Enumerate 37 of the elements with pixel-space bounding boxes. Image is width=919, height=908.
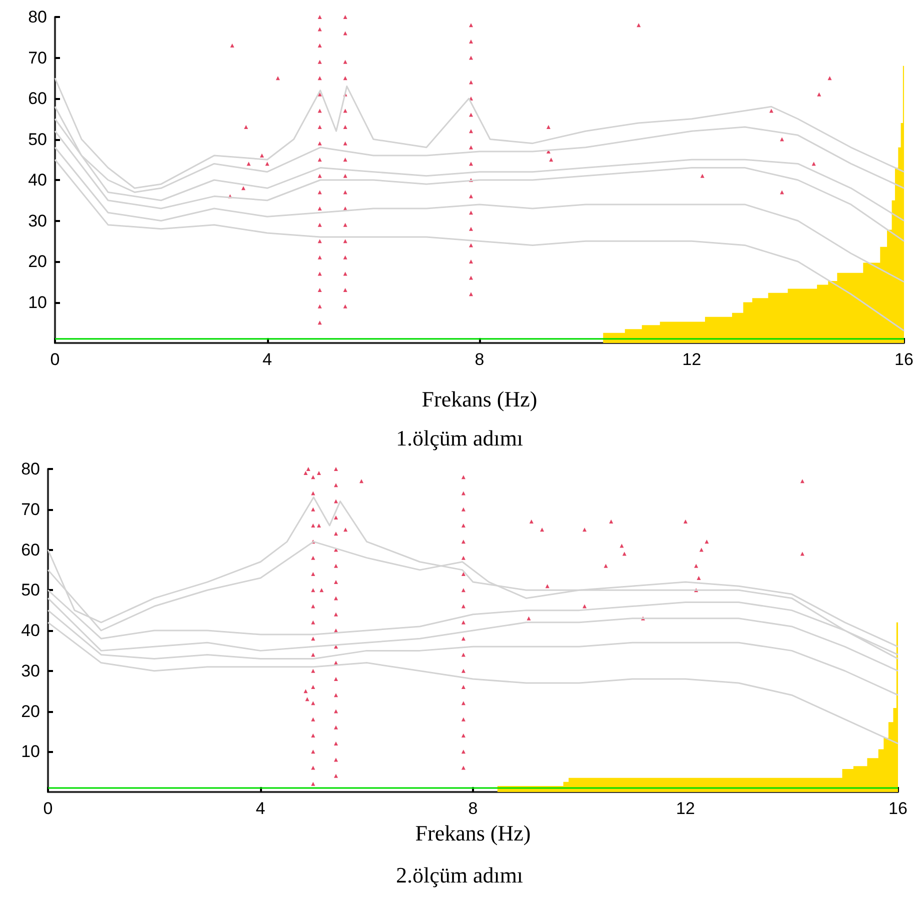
- y-tick-label: 70: [28, 48, 47, 68]
- line-series: [47, 622, 899, 744]
- x-tick-label: 4: [262, 350, 272, 369]
- y-tick-label: 60: [21, 540, 40, 560]
- y-tick-label: 80: [21, 460, 40, 478]
- y-tick-label: 30: [21, 661, 40, 680]
- line-series: [54, 130, 905, 242]
- x-tick-label: 16: [894, 350, 914, 369]
- y-tick-label: 30: [28, 211, 47, 230]
- line-series: [47, 597, 899, 672]
- x-tick-label: 12: [676, 799, 695, 818]
- line-series: [54, 158, 905, 332]
- x-axis-title: Frekans (Hz): [415, 820, 531, 846]
- y-tick-label: 40: [28, 170, 47, 190]
- line-series: [47, 610, 899, 696]
- y-tick-label: 20: [28, 252, 47, 271]
- line-series: [54, 77, 905, 189]
- y-tick-label: 20: [21, 702, 40, 721]
- x-tick-label: 16: [888, 799, 908, 818]
- y-tick-label: 60: [28, 89, 47, 108]
- y-tick-label: 50: [28, 130, 47, 149]
- y-tick-label: 80: [28, 8, 47, 26]
- x-tick-label: 8: [474, 350, 484, 369]
- x-tick-label: 8: [468, 799, 478, 818]
- y-tick-label: 70: [21, 500, 40, 519]
- x-tick-label: 12: [682, 350, 702, 369]
- y-tick-label: 40: [21, 621, 40, 640]
- y-tick-label: 10: [21, 742, 40, 762]
- text: 1.ölçüm adımı: [396, 426, 524, 450]
- y-tick-label: 50: [21, 580, 40, 600]
- x-tick-label: 4: [256, 799, 266, 818]
- text: 2.ölçüm adımı: [396, 862, 524, 888]
- y-tick-label: 10: [28, 292, 47, 312]
- x-tick-label: 0: [43, 799, 53, 818]
- x-tick-label: 0: [50, 350, 60, 369]
- line-series: [54, 146, 905, 283]
- x-axis-title: Frekans (Hz): [422, 386, 538, 412]
